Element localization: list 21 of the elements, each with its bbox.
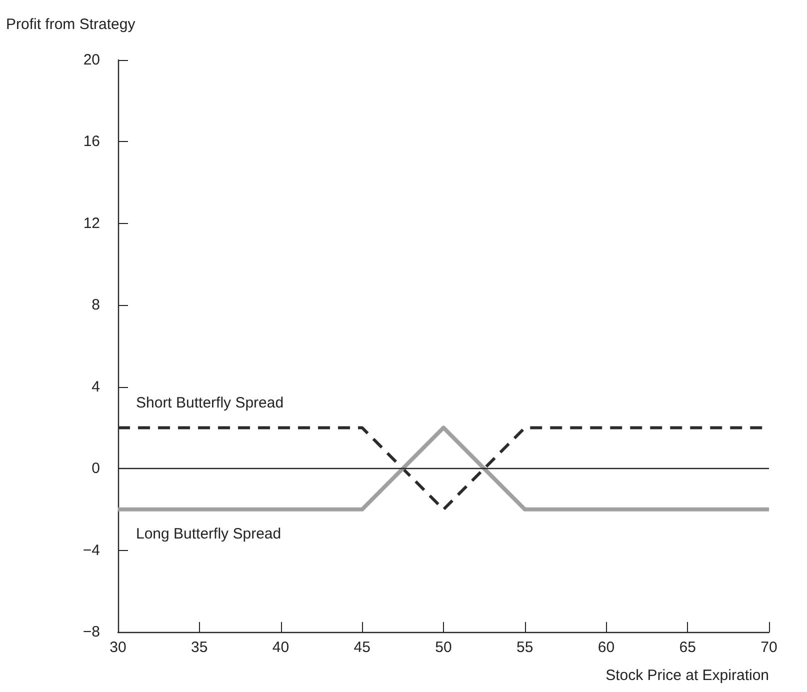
- series-label: Short Butterfly Spread: [136, 394, 284, 412]
- y-tick-label: 12: [83, 214, 100, 232]
- y-tick-label: 0: [92, 460, 100, 478]
- y-tick-label: 20: [83, 52, 100, 68]
- x-tick-label: 30: [110, 639, 126, 656]
- x-tick-label: 70: [760, 639, 778, 656]
- series-label: Long Butterfly Spread: [136, 525, 282, 542]
- y-axis-title: Profit from Strategy: [6, 16, 136, 33]
- y-tick-label: 4: [92, 378, 100, 396]
- x-tick-label: 50: [435, 639, 452, 656]
- x-tick-label: 35: [191, 639, 208, 656]
- x-tick-label: 65: [679, 639, 696, 656]
- y-tick-label: −4: [82, 542, 100, 559]
- x-tick-label: 40: [272, 639, 290, 656]
- x-tick-label: 55: [516, 639, 534, 656]
- y-tick-label: 16: [83, 133, 100, 150]
- x-axis-title: Stock Price at Expiration: [606, 667, 769, 684]
- x-tick-label: 60: [598, 639, 615, 656]
- x-tick-label: 45: [354, 639, 370, 656]
- y-tick-label: −8: [82, 624, 100, 640]
- y-tick-label: 8: [92, 296, 100, 314]
